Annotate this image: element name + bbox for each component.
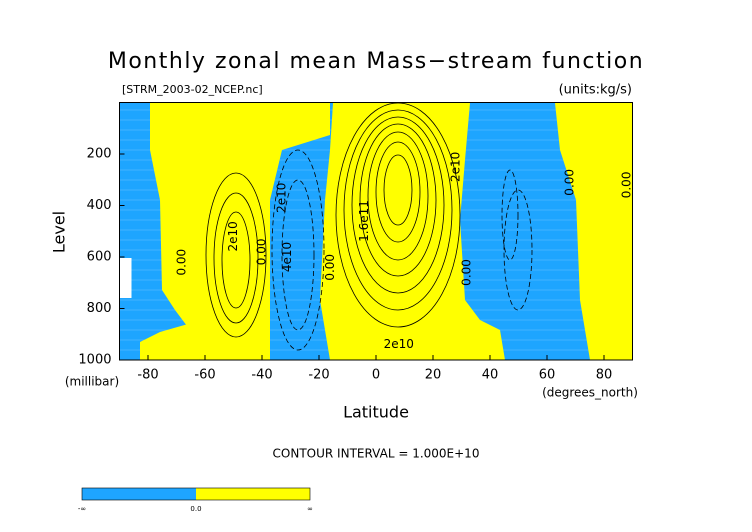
colorbar-label: -∞	[78, 505, 86, 513]
x-tick-label: 40	[482, 368, 499, 383]
contour-label: 0.00	[460, 259, 474, 286]
y-tick-label: 800	[87, 301, 112, 316]
contour-label: 1.6e11	[357, 200, 371, 242]
contour-label: 4e10	[280, 242, 294, 272]
contour	[503, 189, 533, 311]
contour-interval: CONTOUR INTERVAL = 1.000E+10	[273, 447, 480, 461]
x-axis-label: Latitude	[343, 403, 409, 422]
contour	[501, 169, 519, 261]
plot-area: 2e10 0.00 0.00 4e10 2e10 0.00 1.6e11 2e10 2e10 0.…	[119, 102, 633, 361]
x-tick-label: 0	[372, 368, 380, 383]
positive-region	[150, 103, 330, 360]
y-tick-label: 1000	[78, 353, 111, 368]
contour-label: 0.00	[619, 172, 633, 199]
y-units: (millibar)	[65, 375, 119, 389]
chart-title: Monthly zonal mean Mass−stream function	[108, 49, 644, 74]
positive-region	[320, 103, 505, 360]
positive-region	[555, 103, 633, 360]
contour	[271, 149, 325, 351]
contour	[351, 116, 445, 294]
x-tick-label: -80	[137, 368, 158, 383]
contour	[281, 179, 315, 331]
contour	[367, 131, 429, 261]
contour-label: 0.00	[323, 254, 337, 281]
x-tick-label: -20	[308, 368, 329, 383]
x-tick-label: -40	[251, 368, 272, 383]
x-tick-label: 60	[539, 368, 556, 383]
y-tick-label: 600	[87, 250, 112, 265]
units: (units:kg/s)	[559, 83, 632, 98]
contour-label: 2e10	[274, 183, 288, 213]
contour-label: 0.00	[562, 169, 576, 196]
contour	[343, 109, 453, 311]
colorbar-label: ∞	[307, 505, 313, 513]
contour	[359, 123, 437, 277]
contour	[383, 154, 413, 226]
colorbar-frame	[81, 487, 311, 501]
y-axis-label: Level	[50, 211, 69, 253]
x-tick-label: 20	[425, 368, 442, 383]
contour	[375, 141, 421, 243]
y-tick-label: 200	[87, 147, 112, 162]
colorbar-positive	[196, 488, 310, 500]
contour	[221, 211, 251, 309]
contour	[213, 192, 259, 324]
colorbar-label: 0.0	[190, 505, 201, 513]
contour-label: 0.00	[175, 249, 189, 276]
contour-label: 2e10	[226, 221, 240, 251]
positive-region	[140, 322, 200, 360]
contour-label: 0.00	[255, 238, 269, 265]
contour-label: 2e10	[384, 337, 414, 351]
x-tick-label: 80	[596, 368, 613, 383]
contour	[205, 172, 267, 338]
x-units: (degrees_north)	[542, 386, 638, 400]
x-tick-label: -60	[194, 368, 215, 383]
y-tick-label: 400	[87, 198, 112, 213]
missing-data	[119, 258, 132, 298]
colorbar-negative	[82, 488, 196, 500]
contour-label: 2e10	[448, 152, 462, 182]
contours	[205, 102, 533, 351]
source: [STRM_2003-02_NCEP.nc]	[122, 83, 263, 96]
